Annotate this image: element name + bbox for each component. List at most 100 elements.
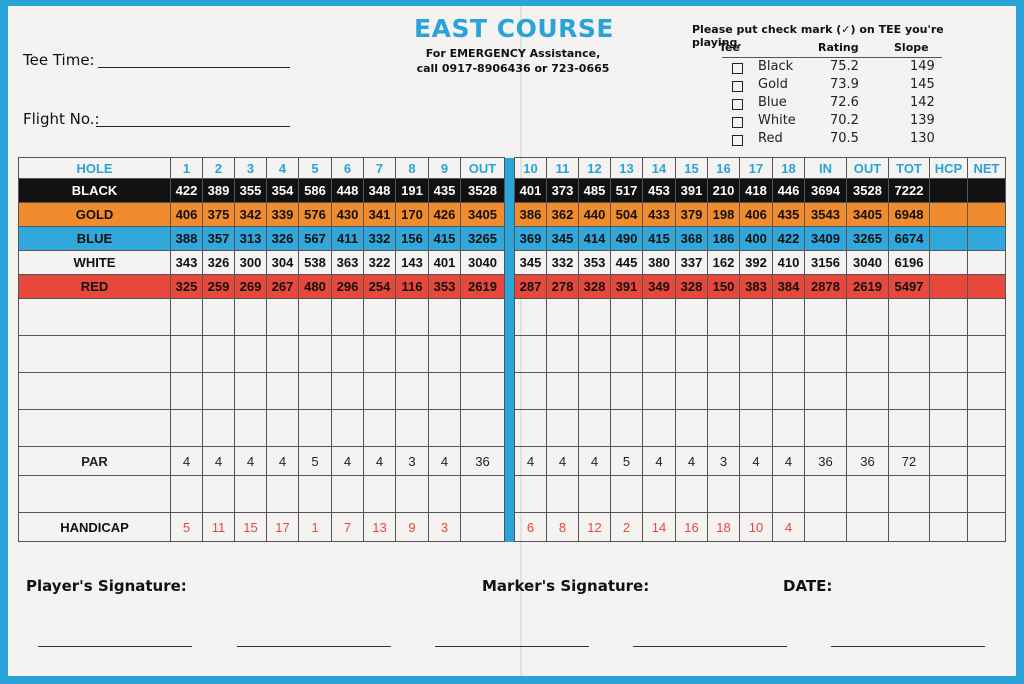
score-cell[interactable] [675, 372, 708, 410]
checkbox-icon[interactable] [732, 117, 743, 128]
score-cell[interactable] [234, 298, 267, 336]
score-cell[interactable] [331, 335, 364, 373]
score-cell[interactable] [460, 335, 505, 373]
score-cell[interactable] [395, 298, 429, 336]
score-cell[interactable] [331, 409, 364, 447]
score-cell[interactable] [546, 475, 579, 513]
score-cell[interactable] [707, 372, 740, 410]
score-cell[interactable] [772, 475, 805, 513]
score-cell[interactable] [234, 475, 267, 513]
score-cell[interactable] [170, 298, 203, 336]
score-cell[interactable] [266, 372, 299, 410]
score-cell[interactable] [202, 335, 235, 373]
score-cell[interactable] [888, 335, 930, 373]
score-cell[interactable] [331, 298, 364, 336]
score-cell[interactable] [514, 298, 547, 336]
score-cell[interactable] [888, 409, 930, 447]
score-cell[interactable] [804, 335, 847, 373]
score-cell[interactable] [266, 475, 299, 513]
score-cell[interactable] [428, 372, 461, 410]
score-cell[interactable] [514, 335, 547, 373]
score-cell[interactable] [578, 409, 611, 447]
score-cell[interactable] [266, 298, 299, 336]
score-cell[interactable] [610, 335, 643, 373]
score-cell[interactable] [804, 409, 847, 447]
score-cell[interactable] [610, 409, 643, 447]
score-cell[interactable] [929, 372, 968, 410]
checkbox-icon[interactable] [732, 81, 743, 92]
score-cell[interactable] [929, 475, 968, 513]
score-cell[interactable] [170, 335, 203, 373]
score-cell[interactable] [642, 298, 676, 336]
score-cell[interactable] [266, 335, 299, 373]
score-cell[interactable] [460, 409, 505, 447]
score-cell[interactable] [514, 372, 547, 410]
score-cell[interactable] [578, 335, 611, 373]
score-cell[interactable] [967, 409, 1006, 447]
score-cell[interactable] [298, 335, 332, 373]
score-cell[interactable] [331, 372, 364, 410]
score-cell[interactable] [170, 475, 203, 513]
score-cell[interactable] [739, 372, 773, 410]
score-cell[interactable] [929, 409, 968, 447]
score-cell[interactable] [202, 475, 235, 513]
score-cell[interactable] [675, 475, 708, 513]
score-cell[interactable] [707, 335, 740, 373]
score-cell[interactable] [888, 372, 930, 410]
score-cell[interactable] [642, 475, 676, 513]
score-cell[interactable] [846, 475, 889, 513]
score-cell[interactable] [170, 409, 203, 447]
score-cell[interactable] [929, 298, 968, 336]
score-cell[interactable] [395, 372, 429, 410]
score-cell[interactable] [363, 475, 396, 513]
score-cell[interactable] [363, 372, 396, 410]
score-cell[interactable] [846, 298, 889, 336]
checkbox-icon[interactable] [732, 63, 743, 74]
score-cell[interactable] [707, 475, 740, 513]
score-cell[interactable] [967, 335, 1006, 373]
score-cell[interactable] [772, 298, 805, 336]
score-cell[interactable] [642, 372, 676, 410]
score-cell[interactable] [202, 409, 235, 447]
score-cell[interactable] [546, 372, 579, 410]
score-cell[interactable] [739, 409, 773, 447]
score-cell[interactable] [707, 409, 740, 447]
score-cell[interactable] [772, 372, 805, 410]
signature-line[interactable] [38, 646, 192, 647]
score-cell[interactable] [546, 335, 579, 373]
score-cell[interactable] [428, 475, 461, 513]
score-cell[interactable] [428, 335, 461, 373]
score-cell[interactable] [772, 409, 805, 447]
signature-line[interactable] [831, 646, 985, 647]
score-cell[interactable] [675, 298, 708, 336]
score-cell[interactable] [642, 335, 676, 373]
score-cell[interactable] [363, 335, 396, 373]
checkbox-icon[interactable] [732, 99, 743, 110]
tee-option-black[interactable]: Black 75.2 149 [732, 59, 952, 77]
score-cell[interactable] [772, 335, 805, 373]
score-cell[interactable] [888, 475, 930, 513]
tee-option-blue[interactable]: Blue 72.6 142 [732, 95, 952, 113]
score-cell[interactable] [846, 409, 889, 447]
signature-line[interactable] [237, 646, 391, 647]
score-cell[interactable] [298, 298, 332, 336]
score-cell[interactable] [460, 475, 505, 513]
score-cell[interactable] [395, 335, 429, 373]
score-cell[interactable] [707, 298, 740, 336]
score-cell[interactable] [804, 475, 847, 513]
score-cell[interactable] [610, 298, 643, 336]
score-cell[interactable] [266, 409, 299, 447]
score-cell[interactable] [546, 409, 579, 447]
score-cell[interactable] [967, 298, 1006, 336]
score-cell[interactable] [514, 475, 547, 513]
flight-no-line[interactable] [96, 126, 290, 127]
score-cell[interactable] [202, 372, 235, 410]
score-cell[interactable] [888, 298, 930, 336]
score-cell[interactable] [846, 372, 889, 410]
score-cell[interactable] [395, 475, 429, 513]
score-cell[interactable] [929, 335, 968, 373]
score-cell[interactable] [967, 475, 1006, 513]
score-cell[interactable] [428, 409, 461, 447]
score-cell[interactable] [460, 372, 505, 410]
score-cell[interactable] [846, 335, 889, 373]
